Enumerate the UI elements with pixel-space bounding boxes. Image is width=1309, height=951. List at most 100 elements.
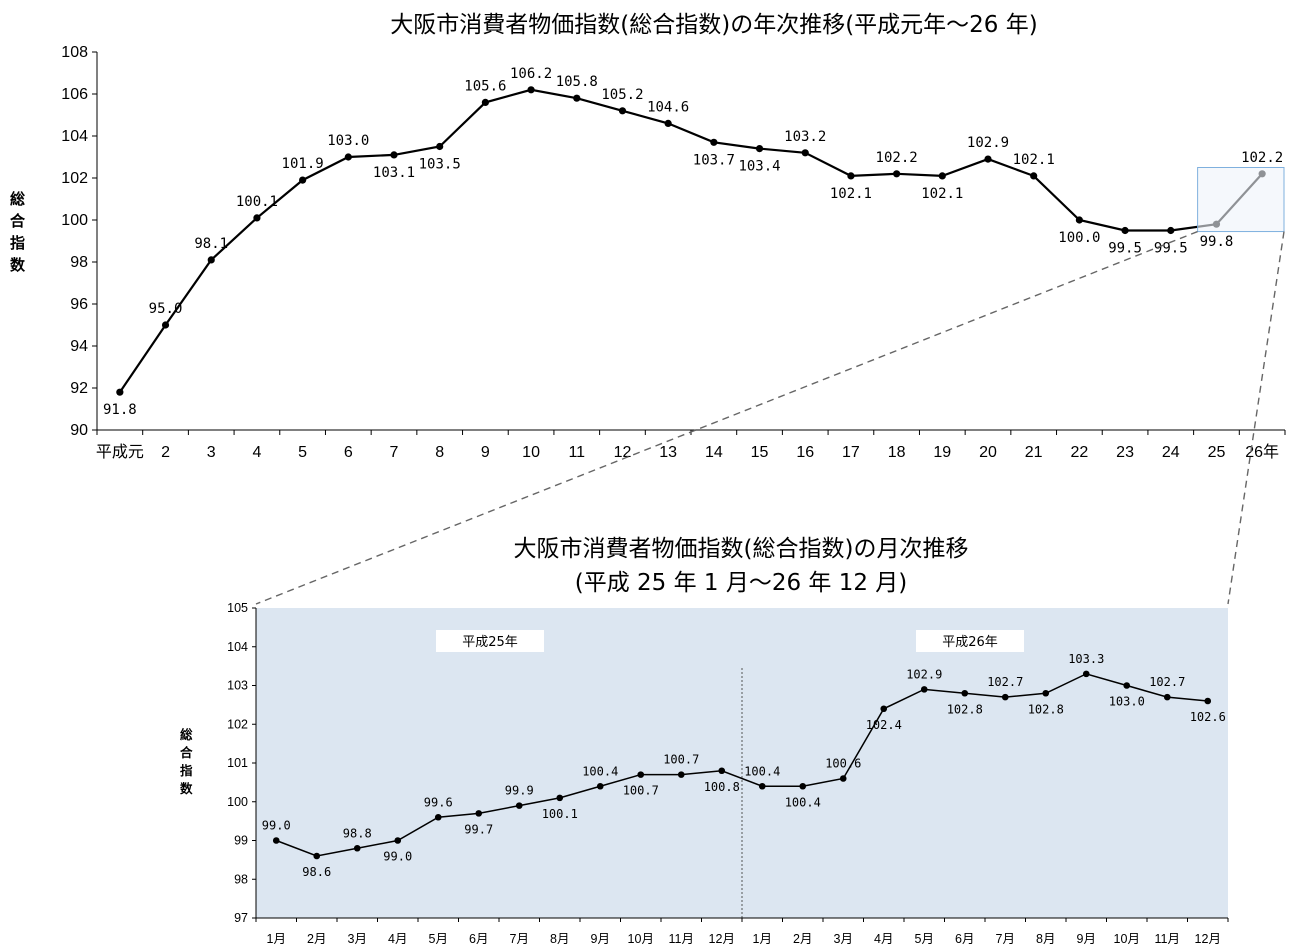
annual-data-label: 103.7 [693,152,735,168]
monthly-x-tick-label: 9月 [1077,932,1096,946]
annual-x-tick-label: 4 [252,444,261,461]
monthly-data-point [475,810,483,817]
annual-data-label: 103.2 [784,129,826,145]
annual-data-label: 99.5 [1154,241,1188,257]
monthly-data-label: 100.7 [623,784,659,798]
monthly-data-label: 102.9 [906,667,942,681]
annual-x-tick-label: 17 [842,444,860,461]
annual-data-label: 104.6 [647,99,689,115]
monthly-data-point [1204,697,1212,705]
monthly-data-label: 102.8 [1028,702,1064,716]
monthly-x-tick-label: 2月 [793,932,812,946]
monthly-data-label: 100.4 [582,764,618,778]
annual-x-tick-label: 10 [522,444,540,461]
monthly-data-label: 103.0 [1109,695,1145,709]
monthly-x-tick-label: 8月 [1036,932,1055,946]
connector-line-right [1227,231,1285,605]
monthly-y-tick-label: 99 [234,834,248,848]
annual-data-point [527,86,535,94]
monthly-y-axis-label: 総合指数 [179,727,193,796]
monthly-x-tick-label: 3月 [834,932,853,946]
monthly-data-point [799,782,807,790]
year-band-box [436,630,544,652]
monthly-data-label: 102.7 [1149,675,1185,689]
annual-x-tick-label: 26年 [1245,443,1279,461]
annual-data-label: 105.6 [464,78,506,94]
annual-x-tick-label: 9 [481,444,490,461]
monthly-chart: 大阪市消費者物価指数(総合指数)の月次推移 (平成 25 年 1 月～26 年 … [179,536,1229,946]
annual-data-label: 99.8 [1200,234,1234,250]
annual-y-tick-label: 90 [70,422,88,439]
annual-series-line [118,88,1263,393]
annual-data-point [481,98,489,106]
annual-data-label: 102.1 [830,186,872,202]
annual-chart-title: 大阪市消費者物価指数(総合指数)の年次推移(平成元年～26 年) [390,12,1037,38]
monthly-x-ticks: 1月 2月 3月 4月 5月 6月 7月 8月 9月 10月 11月 12月 1月 2月 3月 4月 5月 6月 7… [255,918,1229,946]
annual-data-point [984,155,992,163]
annual-data-point [664,119,672,127]
monthly-data-label: 102.4 [866,718,902,732]
monthly-series-line [275,673,1208,857]
annual-data-label: 98.1 [194,236,228,252]
annual-x-tick-label: 平成元 [96,443,144,461]
monthly-data-point [1123,682,1131,689]
annual-y-tick-label: 106 [61,86,88,103]
monthly-x-tick-label: 5月 [429,932,448,946]
monthly-data-label: 100.8 [704,780,740,794]
monthly-data-label: 98.8 [343,826,372,840]
monthly-data-point [677,771,685,778]
monthly-data-point [920,686,928,693]
monthly-x-tick-label: 6月 [955,932,974,946]
annual-data-label: 103.5 [419,157,461,173]
monthly-data-labels: 99.0 98.6 98.8 99.0 99.6 99.7 99.9 100.1 100.4 10… [262,652,1226,879]
monthly-data-label: 100.7 [663,753,699,767]
annual-x-tick-label: 6 [344,444,353,461]
annual-data-point [1075,216,1083,224]
monthly-x-tick-label: 10月 [1114,932,1140,946]
annual-data-label: 106.2 [510,66,552,82]
monthly-data-point [313,852,321,860]
annual-data-point [893,170,901,178]
monthly-data-point [353,844,361,852]
monthly-x-tick-label: 4月 [388,932,407,946]
annual-data-label: 103.1 [373,165,415,181]
monthly-data-label: 100.4 [785,795,821,809]
monthly-y-tick-label: 102 [227,717,248,731]
year-band-label: 平成25年 [462,635,518,650]
annual-data-label: 91.8 [103,402,137,418]
annual-data-label: 103.0 [327,133,369,149]
monthly-series [272,670,1212,860]
monthly-y-tick-label: 97 [234,911,248,925]
monthly-plot-background [256,608,1228,918]
monthly-x-tick-label: 7月 [996,932,1015,946]
annual-data-label: 103.4 [738,159,780,175]
zoom-connectors [255,230,1285,605]
annual-data-label: 102.2 [1241,150,1283,166]
annual-data-point [161,321,170,329]
monthly-data-label: 99.9 [505,784,534,798]
annual-data-point [1167,226,1175,235]
annual-x-tick-label: 11 [568,444,585,461]
monthly-data-label: 99.0 [262,819,291,833]
annual-data-point [207,256,215,264]
monthly-data-label: 100.4 [744,764,780,778]
monthly-x-tick-label: 4月 [874,932,893,946]
annual-y-tick-label: 104 [61,128,88,145]
monthly-y-tick-label: 103 [227,679,248,693]
monthly-x-tick-label: 10月 [628,932,654,946]
annual-y-tick-label: 92 [70,380,88,397]
monthly-y-tick-label: 100 [227,795,248,809]
zoom-highlight-box [1197,167,1285,233]
monthly-x-tick-label: 1月 [753,932,772,946]
annual-data-point [847,172,855,180]
monthly-data-label: 99.0 [383,850,412,864]
annual-data-point [1121,226,1129,235]
monthly-chart-subtitle: (平成 25 年 1 月～26 年 12 月) [575,570,908,596]
monthly-data-point [839,775,847,782]
annual-y-tick-label: 98 [70,254,88,271]
monthly-x-tick-label: 5月 [915,932,934,946]
annual-x-tick-label: 23 [1116,444,1134,461]
annual-data-point [618,107,627,115]
annual-y-tick-label: 102 [61,170,88,187]
